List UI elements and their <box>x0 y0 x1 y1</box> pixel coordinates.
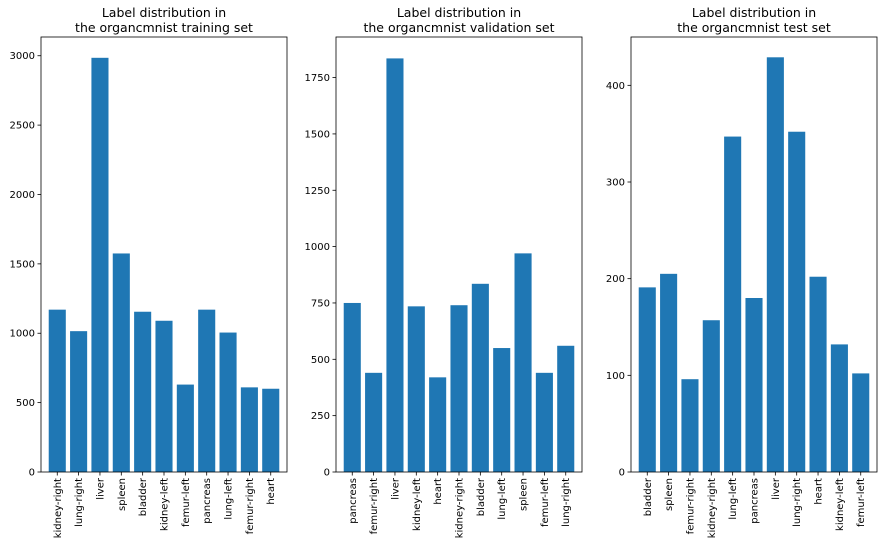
bar-lung-right <box>557 345 575 472</box>
x-tick-label-liver: liver <box>390 477 401 500</box>
bar-spleen <box>514 253 532 472</box>
x-tick-label-lung-left: lung-left <box>728 478 739 520</box>
x-tick-label-femur-right: femur-right <box>245 478 256 534</box>
y-tick-label: 750 <box>311 298 330 309</box>
chart-title-line-1: Label distribution in <box>397 5 521 20</box>
bar-heart <box>429 377 447 472</box>
y-tick-label: 1750 <box>305 73 330 84</box>
bar-bladder <box>134 311 152 472</box>
y-tick-label: 0 <box>29 468 35 479</box>
bar-kidney-left <box>155 320 173 472</box>
x-tick-label-lung-right: lung-right <box>561 478 572 527</box>
y-tick-label: 400 <box>606 81 625 92</box>
x-tick-label-kidney-left: kidney-left <box>835 478 846 531</box>
y-tick-label: 100 <box>606 371 625 382</box>
bar-femur-right <box>240 387 258 472</box>
bar-pancreas <box>745 298 763 472</box>
y-tick-label: 1500 <box>305 129 330 140</box>
bar-femur-left <box>852 373 870 472</box>
y-tick-label: 0 <box>619 468 625 479</box>
x-tick-label-spleen: spleen <box>664 478 675 511</box>
x-tick-label-femur-left: femur-left <box>181 478 192 527</box>
bar-spleen <box>112 253 130 472</box>
bar-kidney-right <box>48 309 66 472</box>
x-tick-label-femur-right: femur-right <box>685 478 696 534</box>
chart-title-line-1: Label distribution in <box>102 5 226 20</box>
x-tick-label-bladder: bladder <box>643 477 654 516</box>
chart-title-line-2: the organcmnist validation set <box>363 20 554 35</box>
bar-kidney-right <box>702 320 720 472</box>
bar-kidney-left <box>407 306 425 472</box>
bar-lung-right <box>788 131 806 473</box>
x-tick-label-heart: heart <box>266 478 277 505</box>
y-tick-label: 1500 <box>10 259 35 270</box>
x-tick-label-lung-left: lung-left <box>497 478 508 520</box>
bar-bladder <box>638 287 656 472</box>
x-tick-label-heart: heart <box>433 478 444 505</box>
x-tick-label-kidney-left: kidney-left <box>160 478 171 531</box>
x-tick-label-femur-left: femur-left <box>540 478 551 527</box>
x-tick-label-kidney-left: kidney-left <box>412 478 423 531</box>
x-tick-label-pancreas: pancreas <box>750 478 761 524</box>
y-tick-label: 200 <box>606 274 625 285</box>
x-tick-label-kidney-right: kidney-right <box>455 478 466 538</box>
y-tick-label: 1000 <box>305 242 330 253</box>
x-tick-label-femur-left: femur-left <box>856 478 867 527</box>
chart-title-line-2: the organcmnist training set <box>75 20 253 35</box>
y-tick-label: 300 <box>606 178 625 189</box>
x-tick-label-lung-left: lung-left <box>224 478 235 520</box>
bar-liver <box>91 57 109 473</box>
bar-liver <box>766 57 784 473</box>
y-tick-label: 500 <box>311 355 330 366</box>
x-tick-label-spleen: spleen <box>519 478 530 511</box>
y-tick-label: 2500 <box>10 121 35 132</box>
x-tick-label-heart: heart <box>814 478 825 505</box>
y-tick-label: 1000 <box>10 329 35 340</box>
bar-lung-right <box>70 331 88 472</box>
x-tick-label-spleen: spleen <box>117 478 128 511</box>
chart-title-line-1: Label distribution in <box>692 5 816 20</box>
x-tick-label-lung-right: lung-right <box>792 478 803 527</box>
y-tick-label: 500 <box>16 398 35 409</box>
bar-femur-left <box>176 384 194 472</box>
bar-pancreas <box>343 302 361 472</box>
bar-heart <box>262 388 280 472</box>
x-tick-label-liver: liver <box>95 477 106 500</box>
x-tick-label-femur-right: femur-right <box>369 478 380 534</box>
x-tick-label-bladder: bladder <box>476 477 487 516</box>
bar-femur-right <box>681 379 699 472</box>
bar-pancreas <box>198 309 216 472</box>
bar-heart <box>809 276 827 472</box>
x-tick-label-pancreas: pancreas <box>348 478 359 524</box>
y-tick-label: 3000 <box>10 51 35 62</box>
y-tick-label: 250 <box>311 411 330 422</box>
x-tick-label-liver: liver <box>771 477 782 500</box>
x-tick-label-bladder: bladder <box>138 477 149 516</box>
bar-femur-right <box>365 372 383 472</box>
bar-lung-left <box>493 348 511 472</box>
x-tick-label-pancreas: pancreas <box>202 478 213 524</box>
bar-lung-left <box>219 332 237 472</box>
bar-kidney-right <box>450 305 468 472</box>
bar-liver <box>386 58 404 472</box>
bar-kidney-left <box>830 344 848 472</box>
y-tick-label: 0 <box>324 468 330 479</box>
bar-femur-left <box>535 372 553 472</box>
y-tick-label: 2000 <box>10 190 35 201</box>
chart-title-line-2: the organcmnist test set <box>677 20 831 35</box>
bar-spleen <box>660 273 678 472</box>
bar-bladder <box>471 283 489 472</box>
x-tick-label-lung-right: lung-right <box>74 478 85 527</box>
y-tick-label: 1250 <box>305 186 330 197</box>
x-tick-label-kidney-right: kidney-right <box>53 478 64 538</box>
x-tick-label-kidney-right: kidney-right <box>707 478 718 538</box>
bar-lung-left <box>724 136 742 472</box>
